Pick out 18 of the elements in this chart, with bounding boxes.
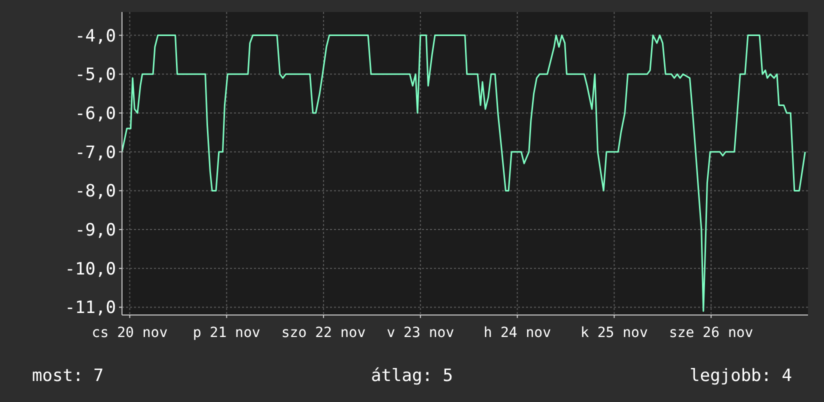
y-tick-label: -8,0 (75, 182, 116, 202)
x-tick-label: sze 26 nov (668, 325, 754, 341)
y-tick-label: -6,0 (75, 104, 116, 124)
text: legjobb: 4 (690, 366, 792, 386)
x-tick-label: cs 20 nov (92, 325, 168, 341)
text: most: 7 (32, 366, 104, 386)
y-tick-label: -9,0 (75, 220, 116, 240)
x-tick-label: h 24 nov (484, 325, 552, 341)
text: átlag: 5 (371, 366, 453, 386)
x-tick-label: v 23 nov (386, 325, 454, 341)
x-tick-label: szo 22 nov (281, 325, 366, 341)
x-tick-label: k 25 nov (580, 325, 648, 341)
y-tick-label: -4,0 (75, 26, 116, 46)
y-tick-label: -10,0 (64, 259, 116, 280)
y-tick-label: -11,0 (64, 298, 116, 318)
y-tick-label: -5,0 (75, 65, 116, 86)
y-tick-label: -7,0 (75, 142, 116, 163)
x-tick-label: p 21 nov (192, 325, 260, 341)
